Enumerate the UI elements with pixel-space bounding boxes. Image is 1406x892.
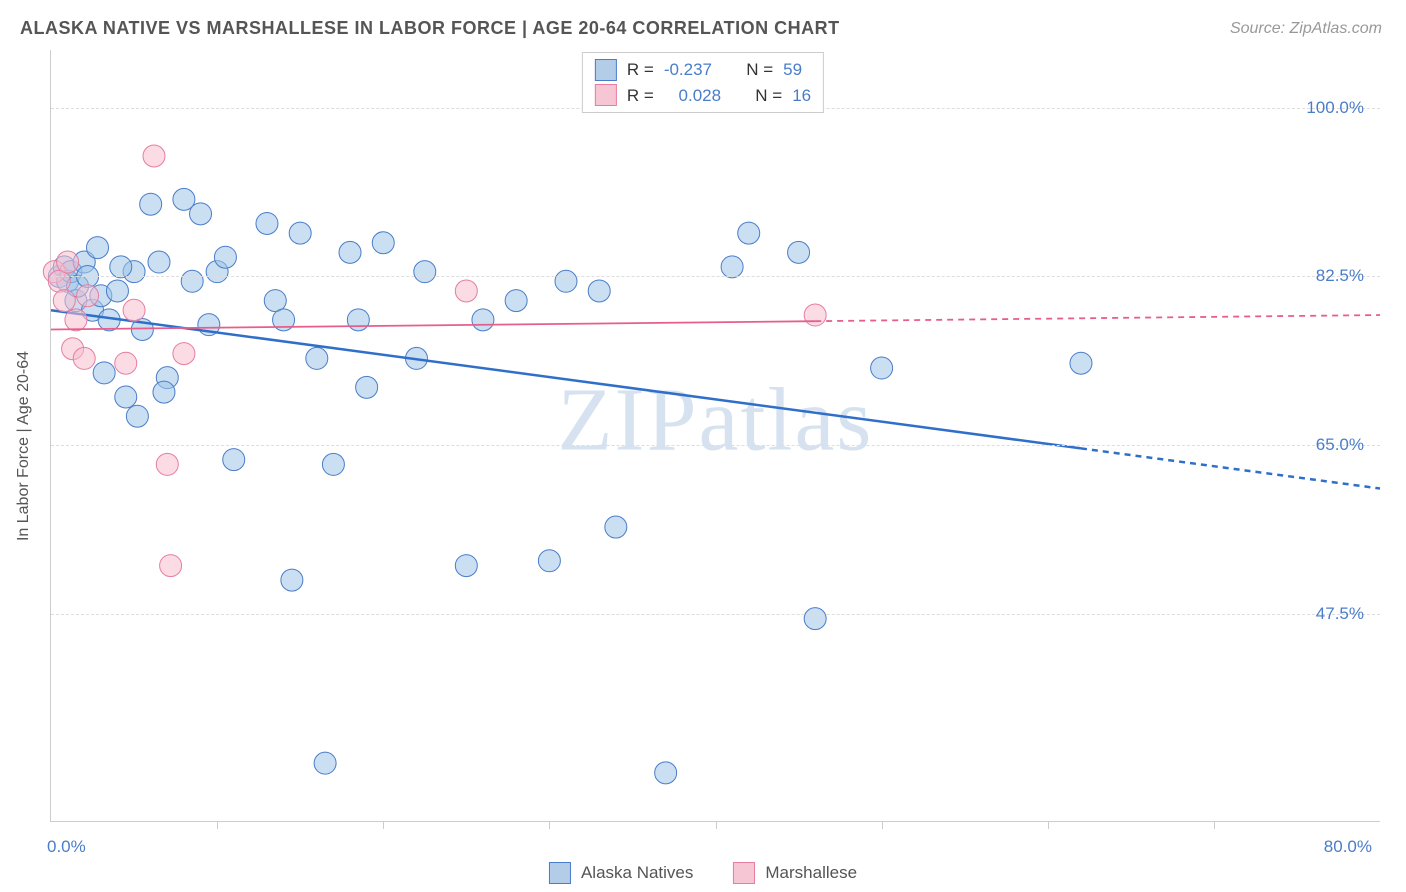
n-label-2: N = (755, 83, 782, 109)
data-point (123, 299, 145, 321)
data-point (223, 449, 245, 471)
legend-item-1: Alaska Natives (549, 862, 693, 884)
data-point (538, 550, 560, 572)
data-point (173, 343, 195, 365)
data-point (472, 309, 494, 331)
data-point (322, 453, 344, 475)
swatch-blue-icon (549, 862, 571, 884)
n-label: N = (746, 57, 773, 83)
trend-line (51, 310, 1081, 448)
source-label: Source: ZipAtlas.com (1230, 20, 1382, 38)
data-point (73, 347, 95, 369)
x-tick (383, 821, 384, 829)
stats-legend: R = -0.237 N = 59 R = 0.028 N = 16 (582, 52, 824, 113)
y-tick-label: 82.5% (1316, 266, 1364, 286)
data-point (314, 752, 336, 774)
x-tick (1048, 821, 1049, 829)
x-tick (716, 821, 717, 829)
r-label: R = (627, 57, 654, 83)
data-point (555, 270, 577, 292)
data-point (588, 280, 610, 302)
data-point (1070, 352, 1092, 374)
r-label-2: R = (627, 83, 654, 109)
x-min-label: 0.0% (47, 837, 86, 857)
data-point (804, 304, 826, 326)
x-tick (1214, 821, 1215, 829)
data-point (87, 237, 109, 259)
data-point (738, 222, 760, 244)
legend-label-2: Marshallese (765, 863, 857, 883)
data-point (65, 309, 87, 331)
stats-row-2: R = 0.028 N = 16 (595, 83, 811, 109)
data-point (143, 145, 165, 167)
y-tick-label: 47.5% (1316, 604, 1364, 624)
n-value-2: 16 (792, 83, 811, 109)
data-point (48, 270, 70, 292)
x-tick (217, 821, 218, 829)
r-value-1: -0.237 (664, 57, 712, 83)
series-legend: Alaska Natives Marshallese (549, 862, 857, 884)
data-point (126, 405, 148, 427)
data-point (289, 222, 311, 244)
data-point (156, 453, 178, 475)
data-point (106, 280, 128, 302)
gridline (51, 614, 1380, 615)
data-point (115, 386, 137, 408)
data-point (455, 555, 477, 577)
x-max-label: 80.0% (1324, 837, 1372, 857)
data-point (214, 246, 236, 268)
data-point (110, 256, 132, 278)
data-point (77, 285, 99, 307)
data-point (148, 251, 170, 273)
data-point (356, 376, 378, 398)
data-point (57, 251, 79, 273)
stats-row-1: R = -0.237 N = 59 (595, 57, 811, 83)
legend-label-1: Alaska Natives (581, 863, 693, 883)
data-point (372, 232, 394, 254)
n-value-1: 59 (783, 57, 802, 83)
data-point (153, 381, 175, 403)
data-point (190, 203, 212, 225)
data-point (455, 280, 477, 302)
legend-item-2: Marshallese (733, 862, 857, 884)
data-point (53, 290, 75, 312)
scatter-svg (51, 50, 1380, 821)
data-point (256, 212, 278, 234)
data-point (93, 362, 115, 384)
y-axis-label: In Labor Force | Age 20-64 (15, 351, 33, 541)
data-point (140, 193, 162, 215)
x-tick (549, 821, 550, 829)
data-point (339, 241, 361, 263)
chart-title: ALASKA NATIVE VS MARSHALLESE IN LABOR FO… (20, 18, 840, 39)
data-point (414, 261, 436, 283)
swatch-pink-icon (595, 84, 617, 106)
x-tick (882, 821, 883, 829)
plot-area: ZIPatlas 0.0% 80.0% 47.5%65.0%82.5%100.0… (50, 50, 1380, 822)
data-point (788, 241, 810, 263)
trend-line-extrapolated (815, 315, 1380, 321)
data-point (505, 290, 527, 312)
y-tick-label: 100.0% (1306, 98, 1364, 118)
swatch-blue-icon (595, 59, 617, 81)
swatch-pink-icon (733, 862, 755, 884)
data-point (605, 516, 627, 538)
data-point (871, 357, 893, 379)
gridline (51, 276, 1380, 277)
data-point (264, 290, 286, 312)
data-point (804, 608, 826, 630)
data-point (115, 352, 137, 374)
data-point (281, 569, 303, 591)
data-point (181, 270, 203, 292)
r-value-2: 0.028 (679, 83, 722, 109)
y-tick-label: 65.0% (1316, 435, 1364, 455)
data-point (721, 256, 743, 278)
data-point (306, 347, 328, 369)
data-point (160, 555, 182, 577)
data-point (655, 762, 677, 784)
data-point (347, 309, 369, 331)
gridline (51, 445, 1380, 446)
